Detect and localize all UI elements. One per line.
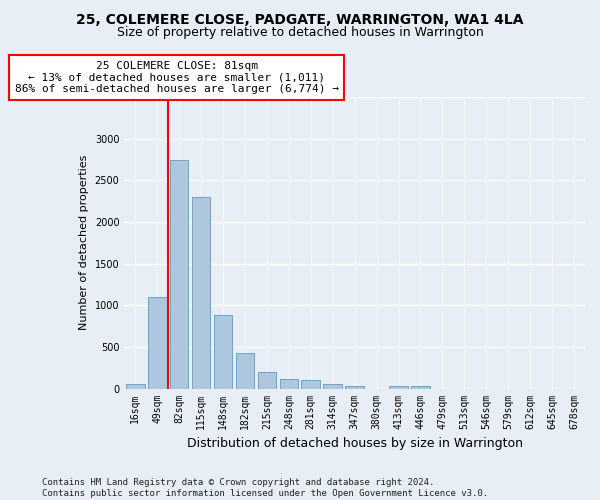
Bar (323, 384, 342, 388)
Text: 25 COLEMERE CLOSE: 81sqm
← 13% of detached houses are smaller (1,011)
86% of sem: 25 COLEMERE CLOSE: 81sqm ← 13% of detach… (14, 61, 338, 94)
Bar (389, 386, 408, 388)
Bar (301, 380, 320, 388)
Bar (126, 384, 145, 388)
Bar (236, 352, 254, 388)
Y-axis label: Number of detached properties: Number of detached properties (79, 155, 89, 330)
Text: 25, COLEMERE CLOSE, PADGATE, WARRINGTON, WA1 4LA: 25, COLEMERE CLOSE, PADGATE, WARRINGTON,… (76, 12, 524, 26)
Bar (280, 380, 298, 388)
Bar (346, 386, 364, 388)
Text: Size of property relative to detached houses in Warrington: Size of property relative to detached ho… (116, 26, 484, 39)
Text: Contains HM Land Registry data © Crown copyright and database right 2024.
Contai: Contains HM Land Registry data © Crown c… (42, 478, 488, 498)
Bar (257, 372, 276, 388)
Bar (170, 160, 188, 388)
Bar (214, 316, 232, 388)
Bar (411, 386, 430, 388)
Bar (192, 197, 211, 388)
X-axis label: Distribution of detached houses by size in Warrington: Distribution of detached houses by size … (187, 437, 523, 450)
Bar (148, 297, 167, 388)
